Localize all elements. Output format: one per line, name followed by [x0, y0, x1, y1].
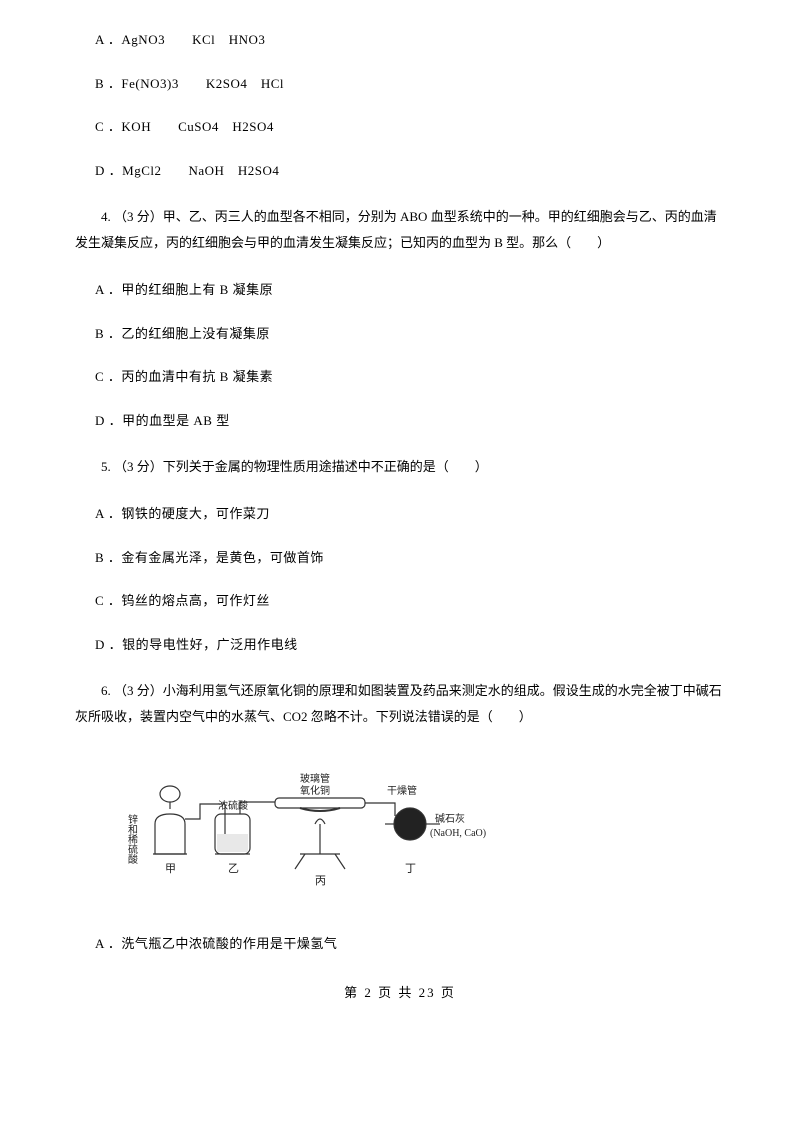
q4-option-d: D ．甲的血型是 AB 型: [55, 411, 745, 431]
label-yi-top: 浓硫酸: [218, 799, 248, 812]
label-ding-side2: (NaOH, CaO): [430, 828, 486, 839]
q3-option-b: B ．Fe(NO3)3 K2SO4 HCl: [55, 74, 745, 94]
q6-apparatus-figure: 锌和稀硫酸 甲 浓硫酸 乙 玻璃管: [125, 754, 705, 910]
label-ding-top: 干燥管: [387, 784, 417, 797]
q3-option-a: A ．AgNO3 KCl HNO3: [55, 30, 745, 50]
label-jia: 甲: [165, 863, 176, 875]
apparatus-svg: 锌和稀硫酸 甲 浓硫酸 乙 玻璃管: [125, 754, 525, 904]
q6-option-a: A ．洗气瓶乙中浓硫酸的作用是干燥氢气: [55, 934, 745, 954]
q5-option-b: B ．金有金属光泽，是黄色，可做首饰: [55, 548, 745, 568]
q4-option-b: B ．乙的红细胞上没有凝集原: [55, 324, 745, 344]
q6-stem: 6. （3 分）小海利用氢气还原氧化铜的原理和如图装置及药品来测定水的组成。假设…: [55, 678, 745, 730]
q4-option-a: A ．甲的红细胞上有 B 凝集原: [55, 280, 745, 300]
q5-option-a: A ．钢铁的硬度大，可作菜刀: [55, 504, 745, 524]
q5-stem: 5. （3 分）下列关于金属的物理性质用途描述中不正确的是（ ）: [55, 454, 745, 480]
q5-option-d: D ．银的导电性好，广泛用作电线: [55, 635, 745, 655]
page-footer: 第 2 页 共 23 页: [55, 983, 745, 1003]
q3-option-d: D ．MgCl2 NaOH H2SO4: [55, 161, 745, 181]
label-yi: 乙: [228, 862, 239, 875]
q3-option-c: C ．KOH CuSO4 H2SO4: [55, 117, 745, 137]
q5-option-c: C ．钨丝的熔点高，可作灯丝: [55, 591, 745, 611]
label-bing: 丙: [315, 875, 326, 887]
label-bing-top2: 氧化铜: [300, 784, 330, 797]
label-jia-side: 锌和稀硫酸: [126, 813, 138, 865]
q4-option-c: C ．丙的血清中有抗 B 凝集素: [55, 367, 745, 387]
label-bing-top1: 玻璃管: [300, 772, 330, 785]
label-ding: 丁: [405, 863, 416, 875]
q4-stem: 4. （3 分）甲、乙、丙三人的血型各不相同，分别为 ABO 血型系统中的一种。…: [55, 204, 745, 256]
label-ding-side1: 碱石灰: [435, 812, 465, 825]
